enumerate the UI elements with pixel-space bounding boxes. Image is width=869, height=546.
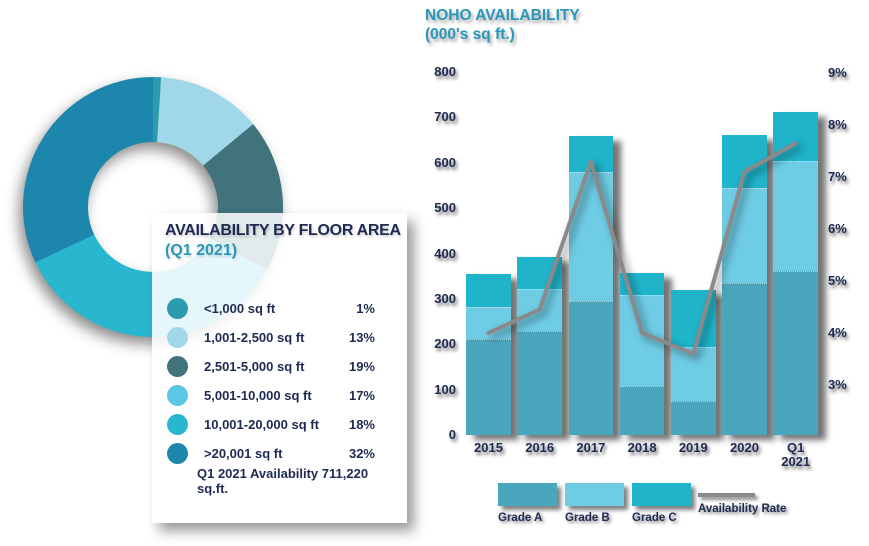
y-axis-tick-left: 200 xyxy=(434,336,456,352)
segment-grade-b xyxy=(773,160,818,271)
floor-area-legend-item: 1,001-2,500 sq ft 13% xyxy=(152,323,407,352)
legend-percent: 32% xyxy=(348,446,375,461)
panel-subtitle: (Q1 2021) xyxy=(165,242,238,259)
legend-item-grade-a: Grade A xyxy=(498,483,557,524)
segment-grade-a xyxy=(671,400,716,435)
legend-percent: 19% xyxy=(348,359,375,374)
segment-grade-b xyxy=(722,188,767,283)
y-axis-tick-right: 8% xyxy=(828,117,847,132)
legend-percent: 18% xyxy=(348,417,375,432)
legend-color-dot xyxy=(167,414,188,435)
y-axis-tick-right: 9% xyxy=(828,65,847,80)
y-axis-tick-left: 600 xyxy=(434,154,456,170)
segment-grade-a xyxy=(568,301,614,435)
legend-swatch xyxy=(632,483,691,506)
segment-grade-b xyxy=(568,171,614,302)
x-axis-label-line: 2017 xyxy=(576,440,606,455)
y-axis-tick-left: 800 xyxy=(434,64,456,79)
floor-area-legend-item: >20,001 sq ft 32% xyxy=(152,439,407,468)
y-axis-tick-left: 100 xyxy=(434,381,456,397)
panel-title: AVAILABILITY BY FLOOR AREA xyxy=(165,222,401,239)
x-axis-label: 2019 xyxy=(662,440,724,455)
bar-2019 xyxy=(671,289,716,435)
floor-area-legend-item: 2,501-5,000 sq ft 19% xyxy=(152,352,407,381)
bar-q1-2021 xyxy=(773,112,818,435)
legend-item-availability-rate: Availability Rate xyxy=(698,483,786,515)
x-axis-label: 2015 xyxy=(458,440,520,455)
legend-label: >20,001 sq ft xyxy=(204,446,283,461)
legend-item-grade-c: Grade C xyxy=(632,483,691,524)
segment-grade-b xyxy=(671,347,716,401)
y-axis-tick-right: 3% xyxy=(828,377,847,392)
y-axis-tick-left: 300 xyxy=(434,290,456,306)
floor-area-legend-item: 10,001-20,000 sq ft 18% xyxy=(152,410,407,439)
x-axis-label-line: 2021 xyxy=(781,454,811,470)
legend-color-dot xyxy=(167,385,188,406)
noho-chart-title-line2: (000's sq ft.) xyxy=(425,26,515,44)
y-axis-tick-left: 400 xyxy=(434,245,456,261)
legend-label: <1,000 sq ft xyxy=(204,301,276,316)
segment-grade-a xyxy=(619,386,665,435)
legend-label: 5,001-10,000 sq ft xyxy=(204,388,312,403)
x-axis-label-line: Q1 xyxy=(787,440,805,455)
legend-item-label: Grade C xyxy=(632,512,677,524)
y-axis-tick-left: 700 xyxy=(434,109,456,125)
legend-item-label: Grade A xyxy=(498,512,543,524)
legend-color-dot xyxy=(167,327,188,348)
donut-slice-1 xyxy=(153,77,162,143)
legend-item-label: Grade B xyxy=(565,512,610,524)
x-axis-label-line: 2019 xyxy=(678,440,708,455)
legend-label: 2,501-5,000 sq ft xyxy=(204,359,305,374)
legend-swatch xyxy=(565,483,624,506)
rate-line-path xyxy=(486,141,798,356)
legend-color-dot xyxy=(167,298,188,319)
y-axis-tick-left: 500 xyxy=(434,200,456,216)
bar-2020 xyxy=(722,135,767,435)
x-axis-label: 2017 xyxy=(560,440,622,455)
legend-item-grade-b: Grade B xyxy=(565,483,624,524)
floor-area-legend-item: 5,001-10,000 sq ft 17% xyxy=(152,381,407,410)
noho-chart-title-line1: NOHO AVAILABILITY xyxy=(425,7,580,24)
x-axis-label-line: 2015 xyxy=(474,440,503,455)
legend-label: 1,001-2,500 sq ft xyxy=(204,330,305,345)
legend-color-dot xyxy=(167,443,188,464)
panel-footer-total: Q1 2021 Availability 711,220 sq.ft. xyxy=(197,466,369,496)
floor-area-legend: <1,000 sq ft 1% 1,001-2,500 sq ft 13% 2,501-… xyxy=(152,294,407,468)
y-axis-tick-right: 5% xyxy=(828,273,847,288)
y-axis-tick-right: 4% xyxy=(828,325,847,340)
segment-grade-c xyxy=(466,274,511,307)
donut-slice-5 xyxy=(35,234,153,337)
floor-area-legend-item: <1,000 sq ft 1% xyxy=(152,294,407,323)
segment-grade-a xyxy=(722,282,767,435)
x-axis-label-line: 2016 xyxy=(525,440,555,455)
x-axis-label: 2016 xyxy=(509,440,571,455)
legend-item-label: Availability Rate xyxy=(698,503,787,515)
legend-line-swatch xyxy=(698,493,755,497)
legend-label: 10,001-20,000 sq ft xyxy=(204,417,319,432)
y-axis-tick-right: 6% xyxy=(828,221,847,236)
legend-percent: 17% xyxy=(348,388,375,403)
availability-rate-line xyxy=(486,141,798,356)
x-axis-label-line: 2020 xyxy=(730,440,759,455)
x-axis-label: 2020 xyxy=(714,440,776,455)
y-axis-tick-left: 0 xyxy=(448,427,456,442)
segment-grade-a xyxy=(773,270,818,435)
donut-slice-2 xyxy=(157,77,254,166)
segment-grade-a xyxy=(466,338,511,435)
segment-grade-a xyxy=(517,330,562,435)
noho-chart-title: NOHO AVAILABILITY (000's sq ft.) xyxy=(425,6,665,45)
x-axis-label: Q1 2021 xyxy=(765,440,827,470)
donut-slice-6 xyxy=(22,77,153,263)
legend-percent: 13% xyxy=(348,330,375,345)
x-axis-label: 2018 xyxy=(611,440,673,455)
legend-percent: 1% xyxy=(356,301,375,316)
floor-area-panel: AVAILABILITY BY FLOOR AREA (Q1 2021) <1,… xyxy=(152,213,407,523)
legend-color-dot xyxy=(167,356,188,377)
x-axis-label-line: 2018 xyxy=(627,440,657,455)
legend-swatch xyxy=(498,483,557,506)
y-axis-tick-right: 7% xyxy=(828,169,847,184)
